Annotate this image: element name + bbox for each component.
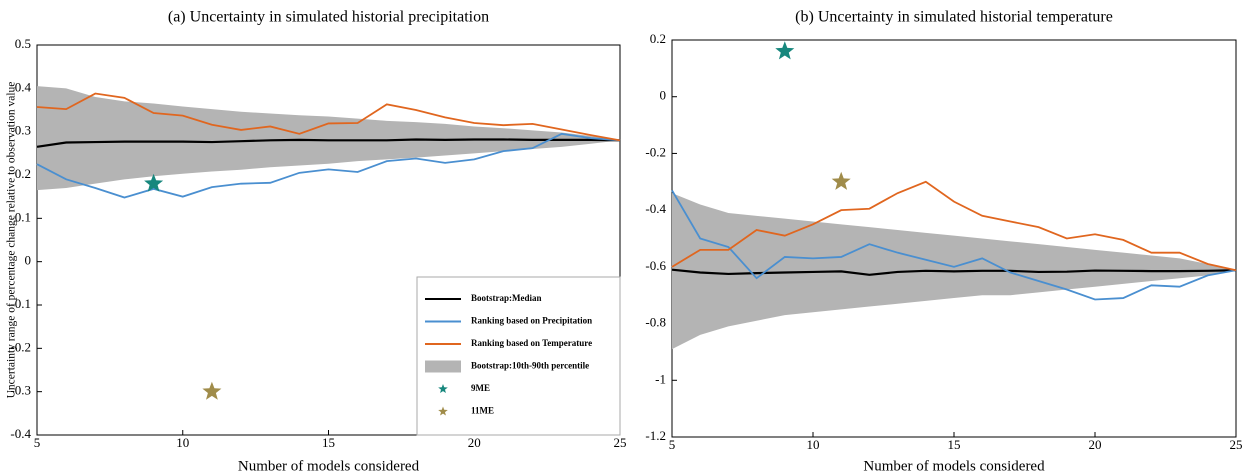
- x-tick-label: 15: [948, 437, 961, 452]
- legend-label: Bootstrap:Median: [471, 293, 542, 303]
- y-tick-label: 0.3: [15, 123, 31, 138]
- x-tick-label: 20: [1089, 437, 1102, 452]
- series-line: [671, 189, 1237, 301]
- x-tick-label: 10: [176, 435, 189, 450]
- y-tick-label: -0.2: [645, 144, 666, 159]
- y-axis-label: Uncertainty range of percentage change r…: [6, 82, 18, 399]
- legend-label: Ranking based on Precipitation: [471, 316, 592, 326]
- x-tick-label: 20: [468, 435, 481, 450]
- plot-area: -1.2 -1 -0.8 -0.6 -0.4 -0.2 0 0.2 5 10 15 20 25: [645, 31, 1242, 452]
- legend-label: Bootstrap:10th-90th percentile: [471, 361, 589, 371]
- series-line: [36, 138, 621, 148]
- y-tick-label: 0.2: [15, 166, 31, 181]
- y-tick-label: -0.3: [10, 383, 31, 398]
- series-line: [671, 180, 1237, 272]
- x-axis-label: Number of models considered: [863, 458, 1045, 474]
- x-tick-label: 15: [322, 435, 335, 450]
- x-tick-label: 10: [807, 437, 820, 452]
- series-line: [36, 92, 621, 142]
- y-tick-label: -0.8: [645, 315, 666, 330]
- y-tick-label: 0: [25, 253, 32, 268]
- y-tick-label: -1.2: [645, 428, 666, 443]
- y-tick-label: -0.1: [10, 296, 31, 311]
- x-axis-label: Number of models considered: [238, 458, 420, 474]
- y-tick-label: 0: [660, 88, 667, 103]
- star-marker: [144, 173, 164, 192]
- y-tick-label: -1: [655, 371, 666, 386]
- legend-swatch: [425, 360, 461, 373]
- legend-label: 9ME: [471, 383, 490, 393]
- legend-swatch: [438, 384, 448, 393]
- x-tick-label: 25: [1230, 437, 1243, 452]
- y-tick-label: -0.6: [645, 258, 666, 273]
- legend-label: 11ME: [471, 406, 494, 416]
- chart-title: (a) Uncertainty in simulated historial p…: [168, 9, 489, 26]
- y-tick-label: 0.1: [15, 209, 31, 224]
- star-marker: [202, 381, 222, 400]
- x-tick-label: 5: [669, 437, 676, 452]
- percentile-band: [37, 86, 620, 191]
- legend-swatch: [438, 406, 448, 416]
- x-tick-label: 5: [34, 435, 41, 450]
- legend-label: Ranking based on Temperature: [471, 338, 592, 348]
- y-tick-label: -0.2: [10, 339, 31, 354]
- series-line: [36, 132, 621, 199]
- y-tick-label: 0.5: [15, 36, 31, 51]
- y-tick-label: 0.2: [650, 31, 666, 46]
- y-tick-label: -0.4: [10, 426, 31, 441]
- y-tick-label: -0.4: [645, 201, 666, 216]
- legend-box: [416, 276, 621, 436]
- x-tick-label: 25: [614, 435, 627, 450]
- plot-area: -0.4 -0.3 -0.2 -0.1 0 0.1 0.2 0.3 0.4 0.5 5 10 15 20 2…: [10, 36, 626, 450]
- star-marker: [775, 41, 795, 60]
- star-marker: [831, 171, 851, 190]
- chart-title: (b) Uncertainty in simulated historial t…: [795, 9, 1113, 26]
- series-line: [671, 268, 1237, 276]
- y-tick-label: 0.4: [15, 79, 32, 94]
